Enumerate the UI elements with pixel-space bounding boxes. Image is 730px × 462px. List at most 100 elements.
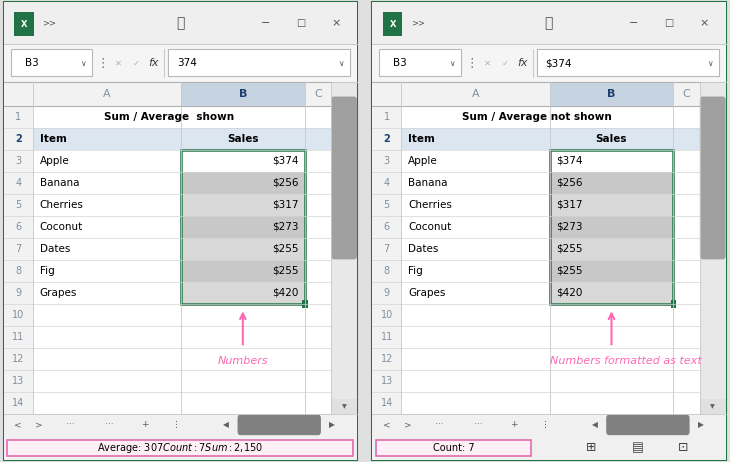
Text: 9: 9 bbox=[384, 288, 390, 298]
Bar bbox=[372, 44, 726, 82]
Text: <: < bbox=[14, 420, 22, 430]
Bar bbox=[372, 326, 700, 348]
Text: Coconut: Coconut bbox=[408, 222, 452, 232]
Text: 1: 1 bbox=[15, 112, 21, 122]
Bar bbox=[4, 348, 33, 370]
Bar bbox=[4, 172, 33, 194]
Bar bbox=[372, 128, 700, 150]
Bar bbox=[181, 216, 304, 238]
Text: B: B bbox=[607, 89, 615, 99]
Bar bbox=[550, 260, 673, 282]
Text: Count: 7: Count: 7 bbox=[433, 443, 474, 453]
Bar bbox=[372, 304, 402, 326]
Text: ✓: ✓ bbox=[133, 59, 139, 67]
Text: A: A bbox=[103, 89, 111, 99]
Text: ···: ··· bbox=[66, 420, 75, 430]
Text: Banana: Banana bbox=[39, 178, 79, 188]
Text: −: − bbox=[261, 18, 270, 28]
Bar bbox=[181, 260, 304, 282]
Bar bbox=[168, 49, 350, 76]
Bar bbox=[4, 392, 33, 414]
Text: 14: 14 bbox=[12, 398, 24, 408]
Bar bbox=[372, 370, 700, 392]
Bar bbox=[301, 300, 307, 308]
Text: ⋮: ⋮ bbox=[172, 420, 181, 430]
Bar bbox=[11, 49, 92, 76]
Bar bbox=[7, 439, 353, 456]
Text: ⋮: ⋮ bbox=[465, 57, 477, 70]
Text: fx: fx bbox=[518, 58, 528, 68]
Text: +: + bbox=[141, 420, 149, 430]
Bar bbox=[4, 216, 331, 238]
Bar bbox=[372, 392, 402, 414]
Text: ⋮: ⋮ bbox=[541, 420, 550, 430]
Text: +: + bbox=[510, 420, 518, 430]
Text: Grapes: Grapes bbox=[408, 288, 446, 298]
Text: ⋮: ⋮ bbox=[96, 57, 109, 70]
Bar bbox=[15, 12, 34, 36]
Bar bbox=[700, 82, 726, 414]
Text: 2: 2 bbox=[15, 134, 21, 144]
Bar bbox=[372, 150, 402, 172]
Bar bbox=[4, 392, 331, 414]
Text: $374: $374 bbox=[545, 58, 572, 68]
Text: >: > bbox=[404, 420, 412, 430]
Text: X: X bbox=[20, 19, 27, 29]
Bar bbox=[550, 150, 673, 304]
Text: 13: 13 bbox=[380, 376, 393, 386]
Text: 13: 13 bbox=[12, 376, 24, 386]
Text: Cherries: Cherries bbox=[39, 200, 83, 210]
Text: $255: $255 bbox=[272, 266, 299, 276]
Text: C: C bbox=[683, 89, 691, 99]
Text: 4: 4 bbox=[384, 178, 390, 188]
Text: ▤: ▤ bbox=[631, 441, 643, 454]
Bar bbox=[372, 326, 402, 348]
Bar bbox=[181, 194, 304, 216]
Text: −: − bbox=[629, 18, 639, 28]
Bar bbox=[372, 216, 700, 238]
Text: □: □ bbox=[296, 18, 305, 28]
Text: >: > bbox=[35, 420, 43, 430]
Text: ✕: ✕ bbox=[484, 59, 491, 67]
Bar bbox=[550, 194, 673, 216]
Text: ✓: ✓ bbox=[502, 59, 508, 67]
Bar bbox=[372, 282, 402, 304]
Text: $317: $317 bbox=[272, 200, 299, 210]
Text: Cherries: Cherries bbox=[408, 200, 452, 210]
Bar bbox=[4, 216, 33, 238]
Bar bbox=[380, 49, 461, 76]
Bar bbox=[550, 238, 673, 260]
Text: B3: B3 bbox=[25, 58, 39, 68]
Bar bbox=[670, 300, 676, 308]
Text: 8: 8 bbox=[15, 266, 21, 276]
Text: Apple: Apple bbox=[39, 156, 69, 166]
Text: $420: $420 bbox=[556, 288, 583, 298]
Text: Dates: Dates bbox=[39, 244, 70, 254]
Text: Sales: Sales bbox=[227, 134, 258, 144]
Bar bbox=[4, 106, 331, 128]
Text: 1: 1 bbox=[384, 112, 390, 122]
Bar bbox=[550, 150, 673, 172]
Text: Sum / Average not shown: Sum / Average not shown bbox=[462, 112, 612, 122]
Text: ×: × bbox=[331, 18, 340, 28]
Text: ∨: ∨ bbox=[338, 59, 344, 67]
Bar bbox=[550, 82, 673, 106]
Bar bbox=[372, 128, 402, 150]
Text: 5: 5 bbox=[15, 200, 21, 210]
Bar bbox=[372, 2, 726, 44]
Bar bbox=[4, 414, 357, 436]
Bar bbox=[372, 304, 700, 326]
Text: Average: $307    Count: 7    Sum: $2,150: Average: $307 Count: 7 Sum: $2,150 bbox=[97, 441, 264, 455]
Bar bbox=[181, 150, 304, 172]
Text: >>: >> bbox=[42, 19, 57, 28]
Text: 2: 2 bbox=[383, 134, 390, 144]
Bar bbox=[4, 106, 33, 128]
Text: ···: ··· bbox=[105, 420, 114, 430]
Text: ∨: ∨ bbox=[449, 59, 455, 67]
Bar bbox=[4, 348, 331, 370]
Bar bbox=[4, 238, 33, 260]
Text: ···: ··· bbox=[474, 420, 483, 430]
Bar bbox=[372, 172, 402, 194]
Bar bbox=[331, 399, 357, 414]
Bar bbox=[4, 150, 33, 172]
